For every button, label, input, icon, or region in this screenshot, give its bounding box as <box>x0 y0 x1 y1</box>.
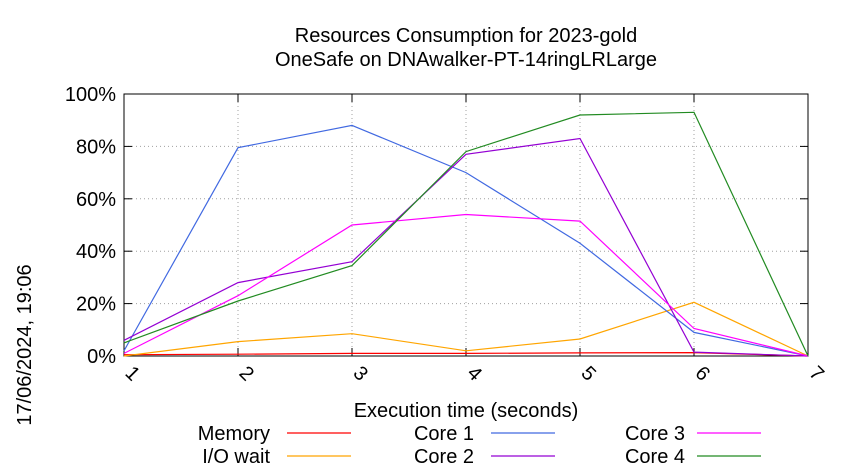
legend-label-core-2: Core 2 <box>414 446 474 468</box>
x-tick-label: 6 <box>691 362 714 385</box>
series-line-core-2 <box>123 137 809 357</box>
series-lines <box>123 111 809 357</box>
x-tick-label: 5 <box>577 362 600 385</box>
x-tick-label: 4 <box>463 362 486 385</box>
grid <box>123 93 809 357</box>
x-tick-label: 2 <box>235 362 258 385</box>
y-tick-label: 100% <box>65 84 116 106</box>
y-tick-label: 40% <box>76 241 116 263</box>
x-axis-label: Execution time (seconds) <box>354 400 579 422</box>
x-tick-label: 3 <box>349 362 372 385</box>
y-tick-label: 80% <box>76 136 116 158</box>
y-tick-label: 60% <box>76 189 116 211</box>
legend-label-core-1: Core 1 <box>414 423 474 445</box>
chart-title: Resources Consumption for 2023-gold <box>295 25 637 47</box>
series-line-core-3 <box>123 213 809 357</box>
series-line-core-1 <box>123 124 809 357</box>
chart-subtitle: OneSafe on DNAwalker-PT-14ringLRLarge <box>275 49 657 71</box>
legend-label-core-3: Core 3 <box>625 423 685 445</box>
y-tick-label: 20% <box>76 294 116 316</box>
legend-label-core-4: Core 4 <box>625 446 685 468</box>
x-tick-label: 7 <box>805 362 828 385</box>
y-tick-label: 0% <box>87 346 116 368</box>
legend-label-memory: Memory <box>198 423 270 445</box>
timestamp-label: 17/06/2024, 19:06 <box>14 264 36 425</box>
x-tick-label: 1 <box>121 362 144 385</box>
legend-label-i-o-wait: I/O wait <box>202 446 270 468</box>
plot-frame <box>123 93 809 357</box>
axes: 0% 20% 40% 60% 80% 100% 1 2 3 4 5 6 7 <box>65 84 828 385</box>
series-line-i-o-wait <box>123 301 809 357</box>
series-line-core-4 <box>123 111 809 357</box>
